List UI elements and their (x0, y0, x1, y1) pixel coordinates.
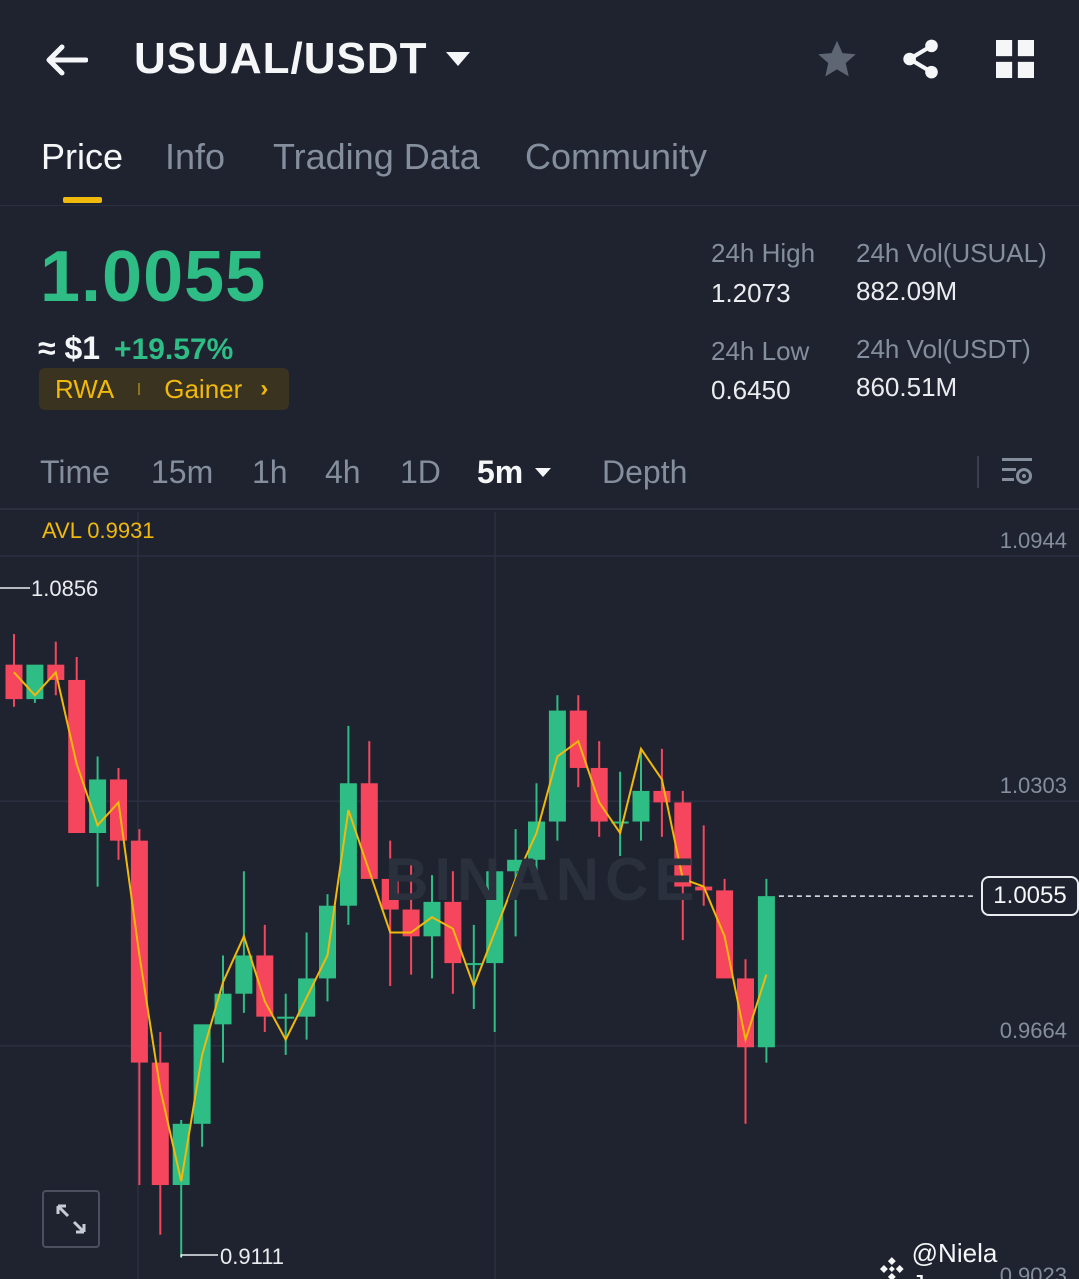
last-price: 1.0055 (40, 237, 267, 317)
candle-body (507, 859, 525, 872)
last-price-badge: 1.0055 (981, 876, 1079, 916)
vol-quote-label: 24h Vol(USDT) (856, 334, 1031, 364)
back-arrow-icon (46, 44, 88, 76)
pair-selector[interactable]: USUAL/USDT (134, 34, 470, 84)
avl-line (13, 670, 768, 1182)
candle-body (214, 993, 232, 1025)
grid-icon (996, 40, 1034, 78)
favorite-button[interactable] (814, 36, 860, 82)
interval-4h[interactable]: 4h (325, 454, 361, 490)
high-value: 1.2073 (711, 278, 791, 308)
tag-gainer: Gainer (164, 373, 243, 404)
y-tick-label: 1.0303 (999, 773, 1067, 798)
chart-settings-button[interactable] (996, 452, 1040, 492)
candle-body (737, 978, 754, 1048)
y-tick-label: 0.9664 (999, 1018, 1067, 1043)
low-label: 24h Low (711, 336, 810, 366)
change-percent: +19.57% (114, 333, 234, 366)
vol-base-label: 24h Vol(USUAL) (856, 238, 1047, 268)
top-bar: USUAL/USDT (0, 0, 1079, 120)
usd-value: ≈ $1 (38, 330, 101, 366)
interval-1d[interactable]: 1D (400, 454, 441, 490)
interval-5m[interactable]: 5m (477, 454, 552, 491)
low-value: 0.6450 (711, 375, 791, 405)
candle-body (277, 1016, 295, 1019)
price-subline: ≈ $1 +19.57% (38, 330, 233, 367)
interval-15m[interactable]: 15m (151, 454, 214, 490)
active-tab-indicator (63, 197, 102, 203)
candle-body (256, 955, 274, 1017)
low-marker-label: 0.9111 (220, 1244, 285, 1269)
share-icon (903, 39, 938, 79)
candle-body (423, 901, 441, 937)
tab-trading-data[interactable]: Trading Data (273, 136, 480, 177)
chevron-down-icon (445, 52, 470, 66)
tag-divider (138, 383, 141, 395)
candle-body (674, 802, 692, 887)
candle-body (172, 1123, 190, 1186)
interval-1h[interactable]: 1h (252, 454, 288, 490)
high-marker-label: 1.0856 (31, 576, 99, 601)
tab-info[interactable]: Info (165, 136, 226, 177)
toolbar-divider (977, 456, 979, 488)
candle-body (151, 1062, 169, 1186)
interval-bar: Time 15m 1h 4h 1D 5m Depth (0, 440, 1079, 510)
category-tags[interactable]: RWA Gainer › (39, 368, 289, 410)
interval-5m-label: 5m (477, 454, 524, 490)
pair-name: USUAL/USDT (134, 34, 428, 83)
candle-body (486, 871, 504, 964)
high-label: 24h High (711, 238, 816, 268)
candle-body (653, 790, 671, 803)
interval-time[interactable]: Time (40, 454, 110, 490)
candle-body (548, 710, 566, 822)
candle-body (68, 679, 86, 834)
low-marker-line (180, 1254, 218, 1258)
vol-quote-value: 860.51M (856, 372, 958, 402)
tab-price[interactable]: Price (41, 136, 124, 177)
avl-readout: AVL 0.9931 (42, 518, 155, 543)
tag-rwa: RWA (55, 373, 115, 404)
chart-settings-icon (1002, 458, 1032, 484)
candle-body (590, 767, 608, 822)
candle-body (611, 821, 629, 824)
interval-depth[interactable]: Depth (602, 454, 688, 490)
credit-text: @Niela James (911, 1238, 998, 1279)
binance-logo-icon (879, 1257, 904, 1279)
candlestick-chart[interactable] (0, 512, 1079, 1279)
candle-body (193, 1024, 211, 1124)
tab-community[interactable]: Community (525, 136, 708, 177)
vol-base-value: 882.09M (856, 276, 958, 306)
y-tick-label: 1.0944 (999, 528, 1067, 553)
candle-body (528, 821, 545, 860)
candle-body (632, 790, 650, 822)
y-tick-label: 0.9023 (999, 1263, 1067, 1279)
chevron-right-icon: › (260, 375, 269, 402)
back-button[interactable] (38, 36, 94, 84)
exchange-watermark: BINANCE (385, 846, 701, 913)
candle-body (235, 955, 253, 994)
expand-icon (56, 1204, 86, 1234)
candle-body (110, 779, 127, 841)
share-button[interactable] (898, 36, 944, 82)
section-tabs: Price Info Trading Data Community (0, 120, 1079, 206)
more-menu-button[interactable] (992, 36, 1038, 82)
candle-body (444, 901, 462, 964)
chevron-down-icon (535, 468, 552, 477)
author-credit: @Niela James (878, 1238, 1079, 1279)
star-icon (818, 40, 856, 77)
candle-body (381, 878, 399, 910)
candle-body (465, 963, 483, 966)
fullscreen-button[interactable] (42, 1190, 100, 1248)
candle-body (757, 896, 775, 1048)
candle-body (339, 783, 357, 906)
candle-body (360, 783, 378, 879)
candle-body (5, 664, 23, 700)
